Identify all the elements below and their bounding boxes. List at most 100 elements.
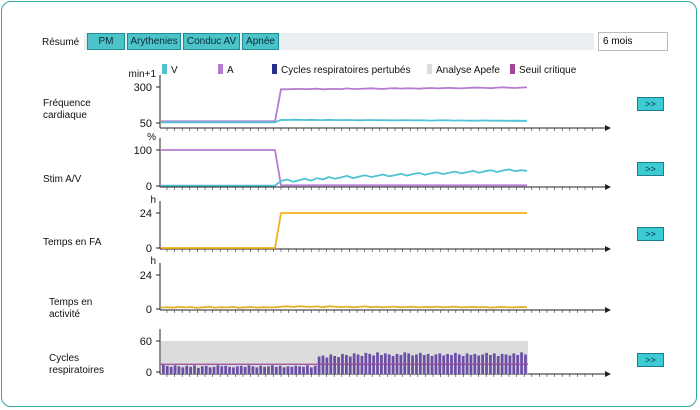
bar-3 [173,365,177,374]
bar-51 [360,355,364,374]
bar-20 [239,365,243,374]
bar-31 [282,367,286,374]
bar-15 [220,366,224,374]
bar-75 [454,352,457,374]
legend-item-apefe: Analyse Apefe [427,64,500,77]
x-axis-arrow-1 [605,184,611,190]
expand-button-respiratory[interactable]: >> [637,353,664,367]
bar-42 [325,357,329,374]
bar-48 [348,356,352,374]
y-tick-label-0-1: 50 [140,118,152,130]
bar-1 [165,365,169,374]
bar-12 [208,367,212,374]
series-line-1-0 [161,149,527,187]
y-tick-label-4-1: 0 [146,367,152,379]
bar-8 [193,365,196,374]
series-line-1-1 [161,168,528,187]
bar-14 [216,365,220,374]
panel-label-heart-rate: Fréquence cardiaque [43,98,91,121]
bar-45 [337,357,340,374]
legend-swatch-seuil [510,64,515,74]
bar-32 [286,366,290,374]
bar-52 [364,352,368,374]
series-line-2-0 [161,212,527,249]
bar-9 [197,367,200,374]
expand-button-af-time[interactable]: >> [637,227,664,241]
bar-5 [181,367,185,374]
bar-13 [212,366,216,374]
bar-24 [255,367,259,374]
y-tick-label-2-0: 24 [140,208,152,220]
x-axis-arrow-4 [605,371,611,377]
bar-83 [485,352,488,374]
legend-item-seuil: Seuil critique [510,64,576,77]
bar-34 [294,365,298,374]
legend-item-cycles: Cycles respiratoires pertubés [272,64,411,77]
unit-label-0: min+1 [128,69,156,80]
unit-label-2: h [150,195,156,206]
bar-26 [263,366,266,374]
summary-label: Résumé [42,37,80,48]
bar-16 [224,365,228,374]
bar-18 [232,367,235,374]
legend-swatch-cycles [272,64,277,74]
bar-86 [496,355,500,374]
bar-7 [189,366,192,374]
y-tick-label-1-0: 100 [134,145,152,157]
expand-button-stim[interactable]: >> [637,162,664,176]
panel-label-respiratory: Cycles respiratoires [49,353,105,376]
bar-69 [430,355,434,374]
bar-2 [169,366,173,374]
bar-0 [162,364,165,374]
y-tick-label-1-1: 0 [146,181,152,193]
y-tick-label-4-0: 60 [140,336,152,348]
bar-6 [185,365,189,374]
period-select[interactable]: 6 mois [598,32,668,51]
expand-button-heart-rate[interactable]: >> [637,97,664,111]
series-line-3-0 [160,305,528,309]
x-axis-arrow-2 [605,246,611,252]
x-axis-arrow-3 [605,307,611,313]
bar-33 [290,366,294,374]
bar-38 [309,367,313,374]
bar-37 [306,365,309,374]
bar-92 [520,352,523,374]
bar-40 [317,356,321,374]
bar-39 [313,365,317,374]
bar-77 [461,355,465,374]
bar-23 [251,366,255,374]
panel-label-stim: Stim A/V [43,174,82,185]
bar-27 [267,366,270,374]
bar-25 [259,365,263,374]
bar-4 [177,366,181,374]
tab-pm[interactable]: PM [87,33,125,50]
bar-10 [200,366,204,374]
tab-conduc-av[interactable]: Conduc AV [183,33,240,50]
bar-19 [235,366,239,374]
bar-22 [247,365,251,374]
x-axis-arrow-0 [605,125,611,131]
bar-35 [298,366,302,374]
tab-arythenies[interactable]: Arythenies [127,33,181,50]
y-tick-label-3-1: 0 [146,304,152,316]
bar-66 [418,352,422,374]
unit-label-3: h [150,256,156,267]
bar-28 [271,365,274,374]
bar-17 [228,366,231,374]
series-line-0-0 [161,86,528,123]
bar-44 [333,355,337,374]
tab-apnee[interactable]: Apnée [242,33,279,50]
bar-36 [302,366,305,374]
legend-swatch-a [218,64,223,74]
panel-label-activity: Temps en activité [49,297,93,320]
bar-59 [391,355,395,374]
bar-11 [204,365,208,374]
bar-55 [376,352,379,374]
legend-item-v: V [162,64,178,77]
legend-item-a: A [218,64,234,77]
y-tick-label-3-0: 24 [140,270,152,282]
bar-29 [274,366,278,374]
analysis-background [161,341,528,374]
